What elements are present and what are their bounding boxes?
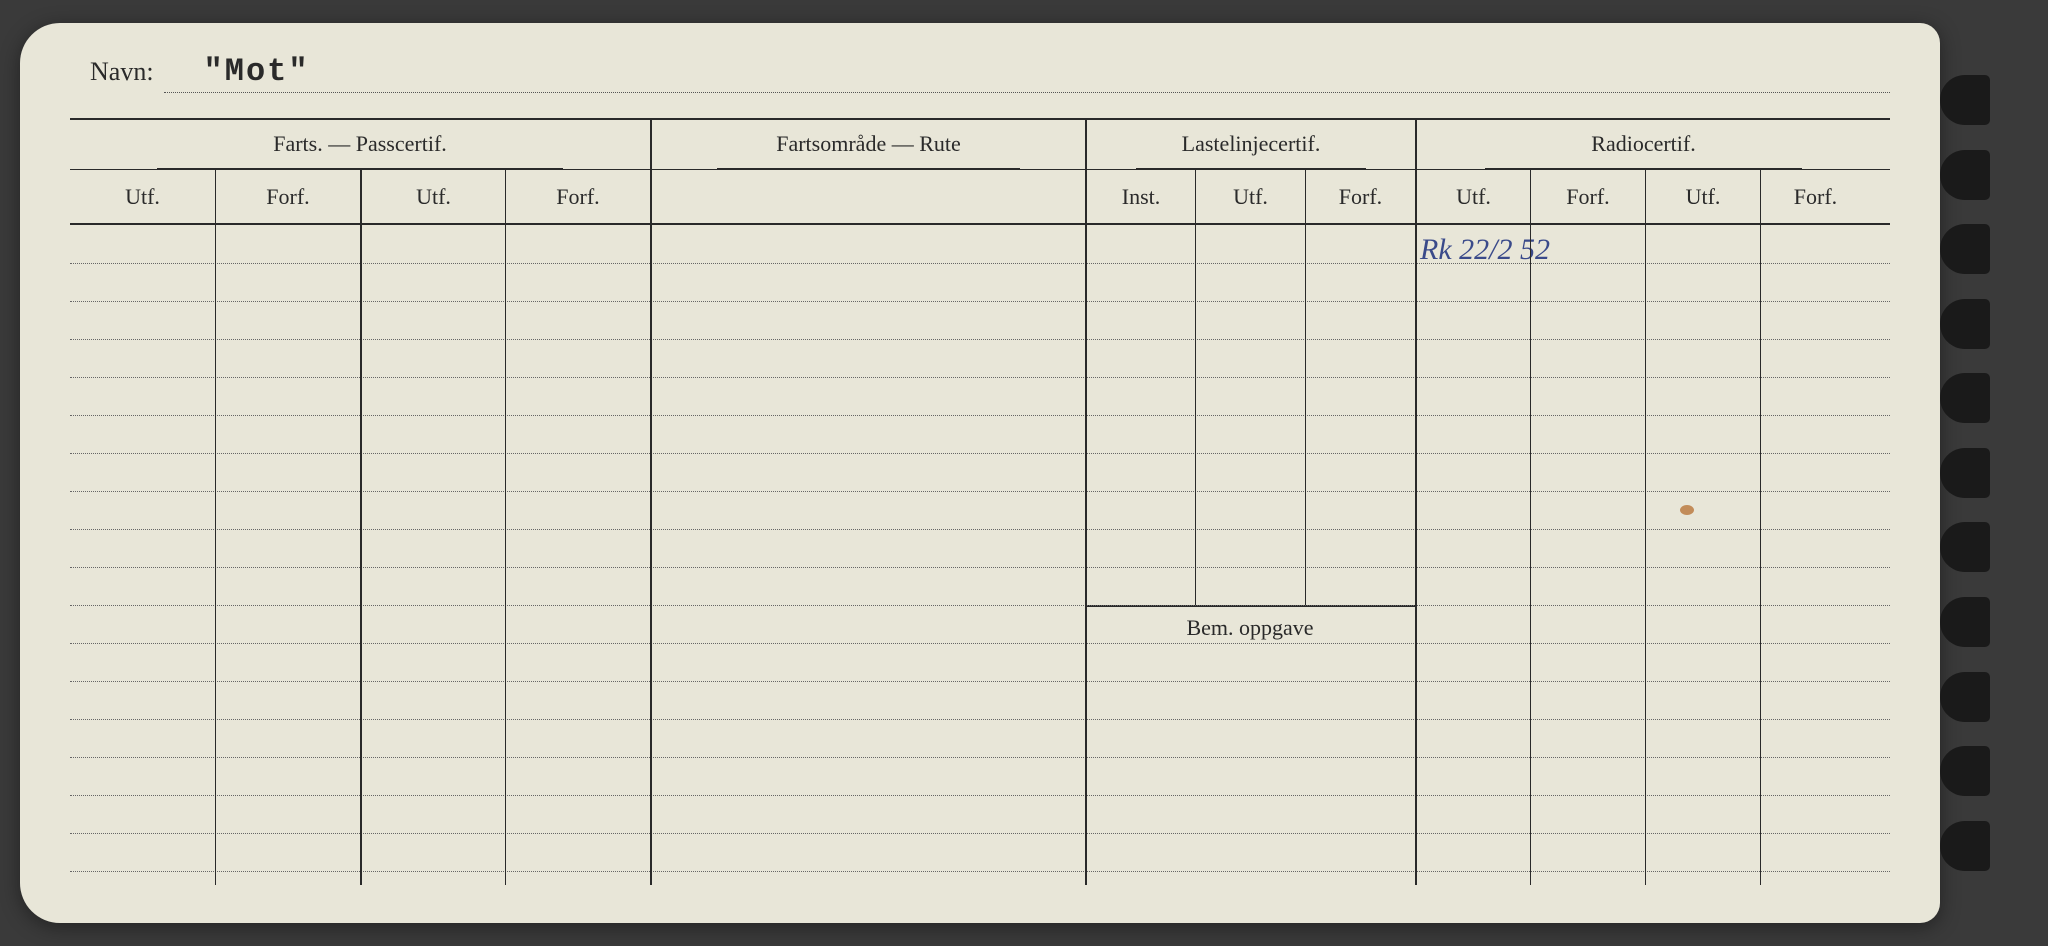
column-divider [1415, 225, 1417, 885]
row-line [70, 833, 1890, 834]
sub-forf-4: Forf. [1530, 170, 1645, 223]
group-rute: Fartsområde — Rute [650, 120, 1085, 169]
hole [1940, 75, 1990, 125]
group-laste-label: Lastelinjecertif. [1136, 120, 1366, 169]
hole [1940, 150, 1990, 200]
column-divider [215, 225, 216, 885]
sub-forf-3: Forf. [1305, 170, 1415, 223]
column-divider [360, 225, 362, 885]
row-line [70, 757, 1890, 758]
row-line [70, 491, 1890, 492]
ledger-table: Farts. — Passcertif. Fartsområde — Rute … [70, 118, 1890, 888]
hole [1940, 224, 1990, 274]
row-line [70, 643, 1890, 644]
sub-utf-5: Utf. [1645, 170, 1760, 223]
group-farts-label: Farts. — Passcertif. [157, 120, 563, 169]
navn-row: Navn: "Mot" [70, 53, 1890, 93]
navn-label: Navn: [90, 57, 154, 87]
table-body: Rk 22/2 52 Bem. oppgave [70, 225, 1890, 885]
column-divider [1645, 225, 1646, 885]
row-line [70, 567, 1890, 568]
header-groups: Farts. — Passcertif. Fartsområde — Rute … [70, 120, 1890, 170]
sub-utf-1: Utf. [70, 170, 215, 223]
group-radio-label: Radiocertif. [1485, 120, 1802, 169]
group-laste: Lastelinjecertif. [1085, 120, 1415, 169]
column-divider [505, 225, 506, 885]
group-farts: Farts. — Passcertif. [70, 120, 650, 169]
row-line [70, 301, 1890, 302]
row-line [70, 529, 1890, 530]
hole [1940, 299, 1990, 349]
binder-holes [1940, 23, 2000, 923]
sub-utf-3: Utf. [1195, 170, 1305, 223]
row-line [70, 605, 1890, 606]
hole [1940, 373, 1990, 423]
row-line [70, 453, 1890, 454]
record-card: Navn: "Mot" Farts. — Passcertif. Fartsom… [20, 23, 1940, 923]
row-line [70, 415, 1890, 416]
row-line [70, 795, 1890, 796]
hole [1940, 597, 1990, 647]
sub-utf-2: Utf. [360, 170, 505, 223]
bem-label: Bem. oppgave [1186, 615, 1313, 640]
column-divider [1195, 225, 1196, 605]
bem-oppgave-box: Bem. oppgave [1085, 605, 1415, 641]
sub-rute-blank [650, 170, 1085, 223]
hole [1940, 821, 1990, 871]
row-line [70, 263, 1890, 264]
row-line [70, 681, 1890, 682]
hole [1940, 672, 1990, 722]
column-divider [1760, 225, 1761, 885]
group-radio: Radiocertif. [1415, 120, 1870, 169]
sub-headers: Utf. Forf. Utf. Forf. Inst. Utf. Forf. U… [70, 170, 1890, 225]
sub-utf-4: Utf. [1415, 170, 1530, 223]
column-divider [1305, 225, 1306, 605]
row-line [70, 719, 1890, 720]
column-divider [650, 225, 652, 885]
column-divider [1085, 225, 1087, 885]
navn-value: "Mot" [164, 53, 1890, 93]
sub-forf-2: Forf. [505, 170, 650, 223]
sub-inst: Inst. [1085, 170, 1195, 223]
row-line [70, 339, 1890, 340]
sub-forf-5: Forf. [1760, 170, 1870, 223]
hole [1940, 746, 1990, 796]
row-line [70, 377, 1890, 378]
hole [1940, 448, 1990, 498]
row-line [70, 871, 1890, 872]
sub-forf-1: Forf. [215, 170, 360, 223]
column-divider [1530, 225, 1531, 885]
paper-stain [1680, 505, 1694, 515]
group-rute-label: Fartsområde — Rute [717, 120, 1020, 169]
hole [1940, 522, 1990, 572]
